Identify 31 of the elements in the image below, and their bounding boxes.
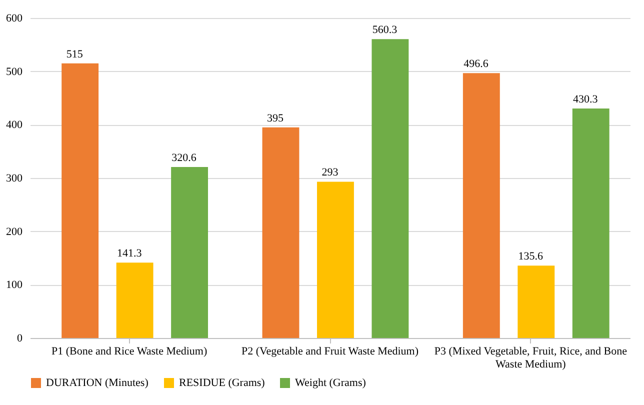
- legend-label: DURATION (Minutes): [46, 377, 149, 389]
- data-label: 496.6: [464, 58, 489, 70]
- y-tick-label: 600: [6, 12, 23, 24]
- x-tick-label: P1 (Bone and Rice Waste Medium): [52, 346, 208, 358]
- y-tick-label: 0: [17, 332, 23, 344]
- data-label: 515: [66, 48, 84, 60]
- bar: [372, 39, 409, 338]
- legend-label: RESIDUE (Grams): [179, 377, 266, 389]
- x-tick-label: P3 (Mixed Vegetable, Fruit, Rice, and Bone Waste Medium): [434, 346, 628, 370]
- bar: [462, 73, 500, 338]
- x-tick-label: P2 (Vegetable and Fruit Waste Medium): [241, 346, 419, 358]
- y-tick-label: 200: [6, 226, 23, 238]
- legend-label: Weight (Grams): [295, 377, 366, 389]
- bar: [317, 182, 354, 338]
- data-label: 430.3: [573, 94, 598, 106]
- y-tick-label: 100: [6, 279, 23, 292]
- data-label: 141.3: [116, 248, 142, 260]
- data-label: 560.3: [372, 24, 398, 36]
- bar: [262, 127, 300, 338]
- bar: [518, 266, 555, 338]
- data-label: 395: [267, 112, 284, 124]
- bar: [171, 167, 208, 338]
- bar: [62, 63, 99, 338]
- y-tick-label: 400: [6, 119, 23, 132]
- data-label: 293: [322, 166, 339, 179]
- bar: [572, 108, 610, 338]
- y-tick-label: 300: [6, 172, 23, 184]
- data-label: 135.6: [518, 250, 544, 263]
- bar: [116, 262, 154, 338]
- y-tick-label: 500: [6, 66, 23, 78]
- data-label: 320.6: [172, 152, 197, 164]
